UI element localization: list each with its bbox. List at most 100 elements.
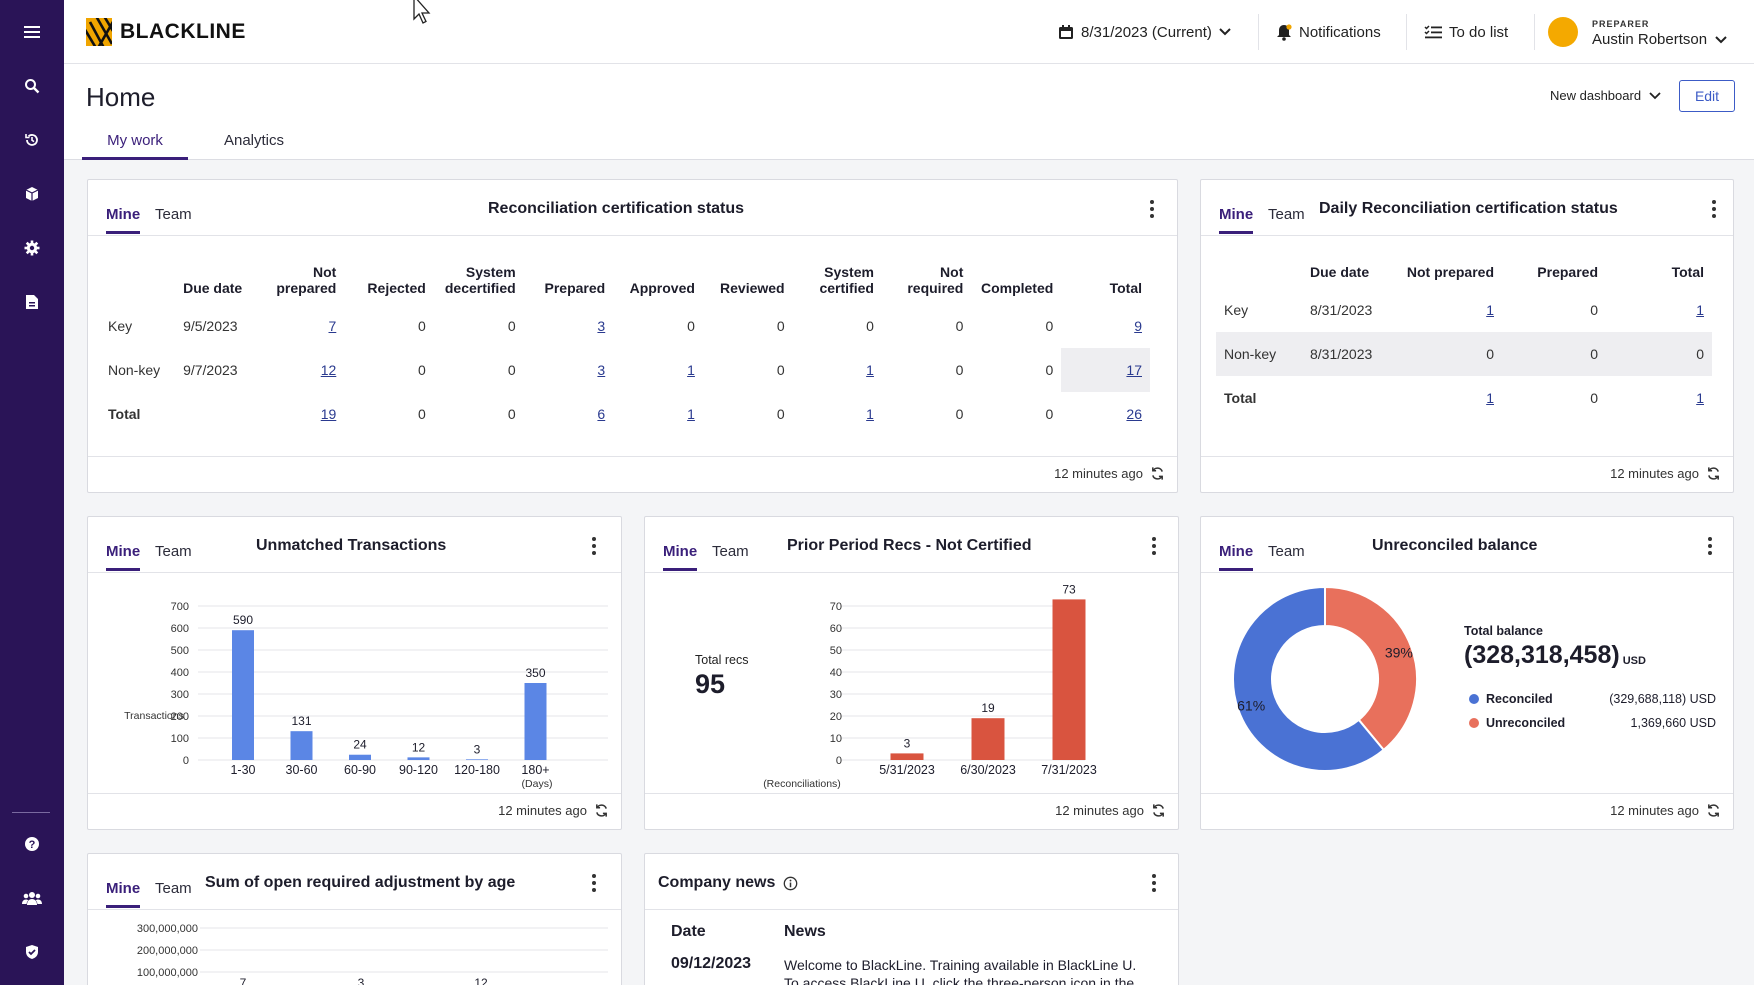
count-link[interactable]: 1 <box>1696 302 1704 318</box>
x-tick-label: 6/30/2023 <box>960 763 1016 777</box>
count-link[interactable]: 9 <box>1134 318 1142 334</box>
count-cell: 0 <box>1590 390 1598 406</box>
shield-icon[interactable] <box>16 936 48 968</box>
tab-mine[interactable]: Mine <box>106 880 141 908</box>
brand-name: BLACKLINE <box>120 20 246 43</box>
count-cell: 6 <box>524 392 614 436</box>
blackline-logo[interactable]: BLACKLINE <box>86 18 246 46</box>
row-label: Key <box>108 318 133 334</box>
count-link[interactable]: 1 <box>1486 302 1494 318</box>
y-tick-label: 700 <box>171 601 189 613</box>
refresh-icon[interactable] <box>1150 466 1165 481</box>
dashboard-selector[interactable]: New dashboard <box>1550 88 1661 103</box>
tab-mine[interactable]: Mine <box>1219 543 1254 571</box>
tab-analytics[interactable]: Analytics <box>223 132 285 149</box>
count-cell: 0 <box>417 318 426 334</box>
more-options-icon[interactable] <box>1150 874 1158 892</box>
more-options-icon[interactable] <box>1710 200 1718 218</box>
card-title: Prior Period Recs - Not Certified <box>787 537 1032 554</box>
total-balance: (328,318,458) USD <box>1464 641 1646 670</box>
count-link[interactable]: 1 <box>866 362 874 378</box>
count-cell: 0 <box>866 318 874 334</box>
more-options-icon[interactable] <box>590 874 598 892</box>
count-cell: 1 <box>1606 376 1712 420</box>
count-link[interactable]: 6 <box>597 406 606 422</box>
column-header: Reviewed <box>720 280 785 296</box>
tab-team[interactable]: Team <box>155 880 192 897</box>
last-updated: 12 minutes ago <box>1055 803 1166 818</box>
table-row: Non-key 8/31/2023 0 0 0 <box>1216 332 1712 376</box>
edit-button[interactable]: Edit <box>1679 80 1735 112</box>
team-icon[interactable] <box>16 882 48 914</box>
refresh-icon[interactable] <box>1706 466 1721 481</box>
count-link[interactable]: 1 <box>1486 390 1494 406</box>
tab-mine[interactable]: Mine <box>663 543 698 571</box>
count-link[interactable]: 1 <box>1696 390 1704 406</box>
history-icon[interactable] <box>16 124 48 156</box>
last-updated-label: 12 minutes ago <box>498 803 587 818</box>
tab-team[interactable]: Team <box>712 543 749 560</box>
count-link[interactable]: 3 <box>597 318 606 334</box>
tab-mine[interactable]: Mine <box>106 543 141 571</box>
count-link[interactable]: 17 <box>1126 362 1142 378</box>
more-options-icon[interactable] <box>590 537 598 555</box>
row-label: Non-key <box>1224 346 1277 362</box>
period-selector[interactable]: 8/31/2023 (Current) <box>1058 18 1231 46</box>
tab-mine[interactable]: Mine <box>1219 206 1254 234</box>
news-line: To access BlackLine U, click the three-p… <box>784 975 1135 985</box>
more-options-icon[interactable] <box>1148 200 1156 218</box>
refresh-icon[interactable] <box>1706 803 1721 818</box>
menu-icon[interactable] <box>16 16 48 48</box>
todo-list-button[interactable]: To do list <box>1424 18 1508 46</box>
more-options-icon[interactable] <box>1706 537 1714 555</box>
left-nav-rail: ? <box>0 0 64 985</box>
count-link[interactable]: 1 <box>687 362 695 378</box>
gear-icon[interactable] <box>16 232 48 264</box>
tab-team[interactable]: Team <box>1268 206 1305 223</box>
tab-team[interactable]: Team <box>155 543 192 560</box>
report-icon[interactable] <box>16 286 48 318</box>
count-cell: 0 <box>507 318 516 334</box>
due-date-cell: 8/31/2023 <box>1310 346 1373 362</box>
search-icon[interactable] <box>16 70 48 102</box>
count-link[interactable]: 19 <box>320 406 337 422</box>
legend-swatch <box>1469 718 1479 728</box>
y-tick-label: 300 <box>171 689 189 701</box>
count-link[interactable]: 3 <box>597 362 606 378</box>
help-icon[interactable]: ? <box>16 828 48 860</box>
column-header: System decertified <box>444 264 516 296</box>
row-label: Non-key <box>108 362 161 378</box>
period-label: 8/31/2023 (Current) <box>1081 23 1212 41</box>
user-role: PREPARER <box>1592 19 1650 29</box>
tab-my-work[interactable]: My work <box>82 132 188 160</box>
news-text: Welcome to BlackLine. Training available… <box>784 956 1136 985</box>
count-link[interactable]: 7 <box>328 318 337 334</box>
info-icon[interactable] <box>783 876 798 891</box>
tab-team[interactable]: Team <box>1268 543 1305 560</box>
slice-label: 39% <box>1385 644 1413 660</box>
bar <box>290 731 313 760</box>
count-cell: 9 <box>1061 304 1150 348</box>
table-header-row: Due date Not prepared Prepared Total <box>1216 264 1712 288</box>
calendar-icon <box>1059 25 1073 39</box>
tab-team[interactable]: Team <box>155 206 192 223</box>
x-tick-label: 90-120 <box>399 763 438 777</box>
more-options-icon[interactable] <box>1150 537 1158 555</box>
count-link[interactable]: 1 <box>687 406 695 422</box>
refresh-icon[interactable] <box>1151 803 1166 818</box>
count-link[interactable]: 1 <box>866 406 874 422</box>
bar-value-label: 12 <box>412 740 426 754</box>
count-cell: 1 <box>613 348 703 392</box>
avatar[interactable] <box>1548 17 1578 47</box>
tab-mine[interactable]: Mine <box>106 206 141 234</box>
prior-period-chart: 0 10 20 30 40 50 60 70 3 5/31/2023 19 6/30/2023 73 7/… <box>763 582 1097 790</box>
refresh-icon[interactable] <box>594 803 609 818</box>
user-menu[interactable]: Austin Robertson <box>1592 31 1727 48</box>
count-link[interactable]: 26 <box>1126 406 1142 422</box>
y-tick-label: 200 <box>171 711 189 723</box>
column-header: Approved <box>629 280 695 296</box>
package-icon[interactable] <box>16 178 48 210</box>
notifications-button[interactable]: Notifications <box>1276 18 1381 46</box>
count-link[interactable]: 12 <box>320 362 337 378</box>
count-cell: 1 <box>1606 288 1712 332</box>
